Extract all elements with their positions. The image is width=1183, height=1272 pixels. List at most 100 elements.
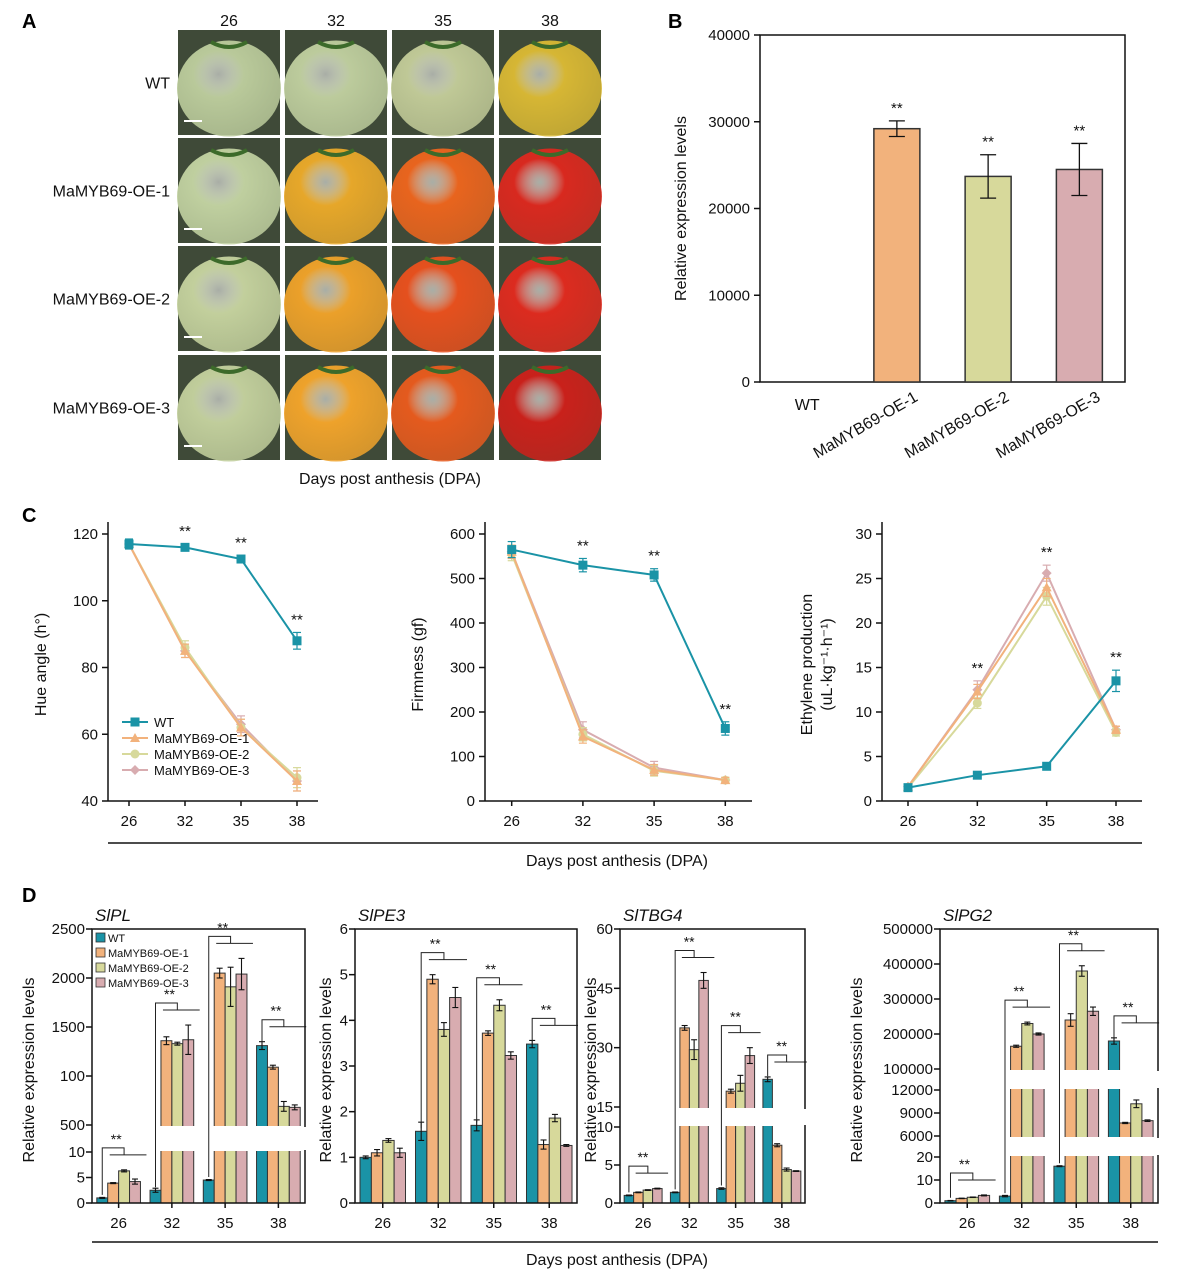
bar (688, 1049, 700, 1204)
triangle-marker (130, 733, 140, 742)
y-tick-label: 600 (450, 526, 475, 543)
triangle-marker (292, 775, 302, 785)
bar (652, 1188, 663, 1204)
legend-label: MaMYB69-OE-2 (154, 747, 249, 762)
bar (370, 1152, 384, 1204)
panel-label: A (22, 11, 36, 33)
y-tick-label: 10000 (708, 287, 750, 304)
y-tick-label: 1 (340, 1149, 348, 1166)
y-axis-label: Ethylene production (799, 594, 816, 735)
gene-title: SlPL (95, 906, 131, 925)
y-tick-label: 200 (450, 704, 475, 721)
y-tick-label: 30000 (708, 114, 750, 131)
axis-break-band (941, 1137, 1157, 1156)
significance-mark: ** (271, 1003, 282, 1019)
square-marker (124, 539, 134, 549)
bar (118, 1170, 131, 1204)
bar (235, 973, 248, 1204)
bar (1032, 1033, 1045, 1204)
triangle-marker (236, 722, 246, 732)
tomato-fruit (177, 148, 281, 245)
x-tick-label: 26 (374, 1215, 391, 1232)
x-tick-label: 38 (1122, 1215, 1139, 1232)
axis-break-gap-right (1157, 1138, 1159, 1155)
tomato-calyx (210, 256, 248, 265)
tomato-fruit (391, 256, 495, 353)
bar (393, 1152, 407, 1204)
y-tick-label: 0 (605, 1195, 613, 1212)
significance-mark: ** (1123, 999, 1134, 1015)
x-tick-label: 26 (635, 1215, 652, 1232)
x-tick-label: 38 (270, 1215, 287, 1232)
significance-mark: ** (959, 1156, 970, 1172)
significance-bracket (949, 1172, 974, 1198)
square-marker (720, 723, 730, 733)
column-label-dpa: 26 (220, 13, 238, 30)
bar (781, 1169, 792, 1204)
axis-break-band (621, 1108, 804, 1126)
square-marker (1111, 676, 1121, 686)
bar (744, 1055, 756, 1204)
bar (470, 1124, 483, 1204)
square-marker (180, 542, 190, 552)
y-tick-label: 0 (925, 1195, 933, 1212)
y-tick-label: 10 (68, 1144, 85, 1161)
bar (537, 1144, 550, 1204)
triangle-marker (720, 775, 731, 785)
y-tick-label: 15 (855, 660, 872, 677)
y-tick-label: 10 (855, 704, 872, 721)
significance-mark: ** (719, 701, 731, 718)
y-tick-label: 200000 (883, 1026, 933, 1043)
tomato-calyx (531, 148, 569, 157)
series-line (907, 585, 1117, 788)
significance-mark: ** (541, 1001, 552, 1017)
square-marker (972, 770, 982, 780)
bar (977, 1194, 991, 1204)
x-tick-label: 38 (541, 1215, 558, 1232)
square-marker (1042, 761, 1052, 771)
y-axis-label: Relative expression levels (583, 978, 600, 1163)
plot-frame (619, 928, 806, 1204)
tomato-calyx (210, 40, 248, 49)
y-tick-label: 0 (864, 793, 872, 810)
axis-break-band (93, 1126, 304, 1151)
y-tick-label: 2500 (52, 921, 85, 938)
tomato-calyx (531, 365, 569, 374)
panel-label: C (22, 505, 36, 527)
significance-bracket (767, 1054, 788, 1077)
x-tick-label: 35 (217, 1215, 234, 1232)
y-tick-label: 500 (450, 571, 475, 588)
circle-marker (972, 698, 982, 708)
tomato-fruit (498, 148, 602, 245)
y-tick-label: 45 (596, 980, 613, 997)
square-marker (130, 717, 140, 727)
bar (1107, 1040, 1121, 1204)
bar (414, 1130, 428, 1204)
row-label-genotype: MaMYB69-OE-3 (53, 401, 170, 418)
panel-label: B (668, 11, 682, 33)
x-tick-label: 35 (727, 1215, 744, 1232)
tomato-fruit (498, 365, 602, 462)
row-label-genotype: MaMYB69-OE-2 (53, 292, 170, 309)
axis-break-gap-right (304, 1127, 306, 1150)
bar (160, 1040, 173, 1204)
photos-x-axis-label: Days post anthesis (DPA) (299, 471, 481, 488)
tomato-calyx (531, 256, 569, 265)
x-tick-label: 35 (485, 1215, 502, 1232)
y-axis-label: Relative expression levels (21, 978, 38, 1163)
y-tick-label: 5 (77, 1170, 85, 1187)
c-x-axis-label: Days post anthesis (DPA) (526, 853, 708, 870)
y-tick-label: 3 (340, 1058, 348, 1075)
bar (642, 1189, 654, 1204)
significance-mark: ** (291, 611, 303, 628)
axis-break-gap-right (1157, 1071, 1159, 1088)
y-tick-label: 40 (81, 793, 98, 810)
y-tick-label: 10 (916, 1172, 933, 1189)
significance-mark: ** (111, 1131, 122, 1147)
circle-marker (130, 749, 140, 759)
x-tick-label: 38 (717, 813, 734, 830)
significance-mark: ** (1068, 927, 1079, 943)
tomato-fruit (391, 40, 495, 137)
bar (623, 1194, 635, 1204)
y-tick-label: 30 (855, 526, 872, 543)
